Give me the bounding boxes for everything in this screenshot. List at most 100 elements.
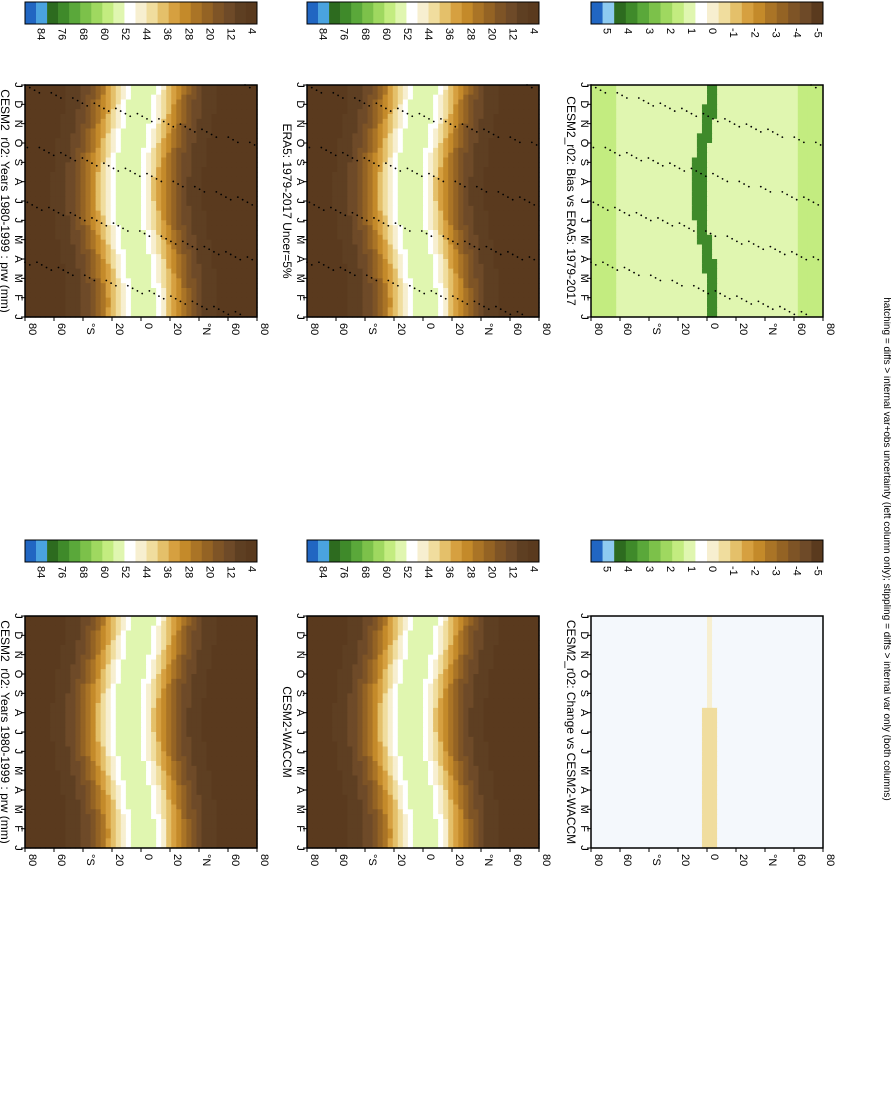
stipple-dot bbox=[485, 190, 488, 193]
field-cell bbox=[226, 268, 233, 275]
field-cell bbox=[120, 89, 127, 96]
field-cell bbox=[166, 94, 172, 101]
field-cell bbox=[115, 162, 122, 168]
field-cell bbox=[146, 307, 152, 313]
field-cell bbox=[65, 249, 71, 255]
field-cell bbox=[342, 239, 348, 246]
field-cell bbox=[453, 278, 459, 284]
field-cell bbox=[226, 191, 233, 197]
field-cell bbox=[201, 263, 208, 270]
field-cell bbox=[246, 109, 253, 115]
field-cell bbox=[216, 297, 223, 304]
stipple-dot bbox=[440, 295, 442, 298]
field-cell bbox=[191, 288, 198, 294]
stipple-dot bbox=[466, 125, 469, 128]
field-cell bbox=[488, 191, 495, 197]
field-cell bbox=[171, 288, 177, 294]
field-cell bbox=[402, 263, 409, 270]
field-cell bbox=[231, 152, 238, 159]
field-cell bbox=[95, 278, 102, 284]
field-cell bbox=[146, 118, 152, 125]
field-cell bbox=[438, 215, 444, 221]
field-cell bbox=[417, 234, 424, 241]
field-cell bbox=[533, 288, 540, 294]
field-cell bbox=[55, 259, 61, 265]
field-cell bbox=[45, 143, 51, 149]
field-cell bbox=[30, 297, 36, 304]
field-cell bbox=[236, 244, 243, 250]
field-cell bbox=[105, 239, 112, 246]
stipple-dot bbox=[239, 258, 242, 261]
field-cell bbox=[70, 215, 77, 221]
field-cell bbox=[75, 302, 82, 308]
field-cell bbox=[407, 89, 414, 96]
field-cell bbox=[438, 191, 444, 197]
field-cell bbox=[221, 181, 228, 188]
field-cell bbox=[196, 191, 203, 197]
field-cell bbox=[453, 234, 459, 241]
field-cell bbox=[186, 157, 193, 163]
field-cell bbox=[90, 167, 97, 173]
field-cell bbox=[513, 239, 520, 246]
field-cell bbox=[115, 201, 122, 207]
field-cell bbox=[100, 312, 107, 318]
field-cell bbox=[241, 172, 248, 178]
field-cell bbox=[166, 312, 172, 318]
month-label: O bbox=[294, 139, 306, 148]
field-cell bbox=[151, 89, 157, 96]
field-cell bbox=[458, 244, 464, 250]
field-cell bbox=[428, 312, 434, 318]
field-cell bbox=[503, 138, 510, 144]
field-cell bbox=[30, 312, 36, 318]
field-cell bbox=[60, 234, 66, 241]
field-cell bbox=[85, 109, 92, 115]
field-cell bbox=[100, 162, 107, 168]
field-cell bbox=[357, 244, 364, 250]
field-cell bbox=[151, 283, 157, 289]
stipple-dot bbox=[449, 123, 452, 126]
field-cell bbox=[231, 230, 238, 236]
field-cell bbox=[332, 191, 338, 197]
field-cell bbox=[342, 118, 348, 125]
field-cell bbox=[483, 162, 490, 168]
lat-label: 80 bbox=[540, 323, 552, 335]
field-cell bbox=[443, 230, 449, 236]
field-cell bbox=[231, 104, 238, 110]
field-cell bbox=[171, 307, 177, 313]
field-cell bbox=[357, 172, 364, 178]
field-cell bbox=[110, 259, 117, 265]
field-cell bbox=[90, 89, 97, 96]
field-cell bbox=[221, 292, 228, 299]
field-cell bbox=[231, 128, 238, 134]
field-cell bbox=[65, 268, 71, 275]
field-cell bbox=[65, 99, 71, 105]
field-cell bbox=[231, 312, 238, 318]
field-cell bbox=[196, 143, 203, 149]
field-cell bbox=[206, 273, 213, 279]
field-cell bbox=[357, 152, 364, 159]
field-cell bbox=[488, 273, 495, 279]
field-cell bbox=[206, 254, 213, 260]
stipple-dot bbox=[428, 172, 430, 175]
field-cell bbox=[448, 133, 454, 139]
field-cell bbox=[377, 94, 384, 101]
field-cell bbox=[621, 89, 627, 96]
field-cell bbox=[498, 297, 505, 304]
field-cell bbox=[80, 114, 87, 120]
field-cell bbox=[60, 167, 66, 173]
field-cell bbox=[80, 205, 87, 212]
field-cell bbox=[626, 89, 632, 96]
field-cell bbox=[503, 297, 510, 304]
field-cell bbox=[443, 157, 449, 163]
field-cell bbox=[392, 302, 399, 308]
stipple-dot bbox=[492, 133, 495, 136]
stipple-dot bbox=[222, 310, 225, 313]
field-cell bbox=[453, 147, 459, 154]
field-cell bbox=[387, 307, 394, 313]
field-cell bbox=[317, 167, 323, 173]
field-cell bbox=[216, 118, 223, 125]
field-cell bbox=[528, 205, 535, 212]
field-cell bbox=[412, 123, 419, 130]
field-cell bbox=[367, 288, 374, 294]
field-cell bbox=[211, 94, 218, 101]
